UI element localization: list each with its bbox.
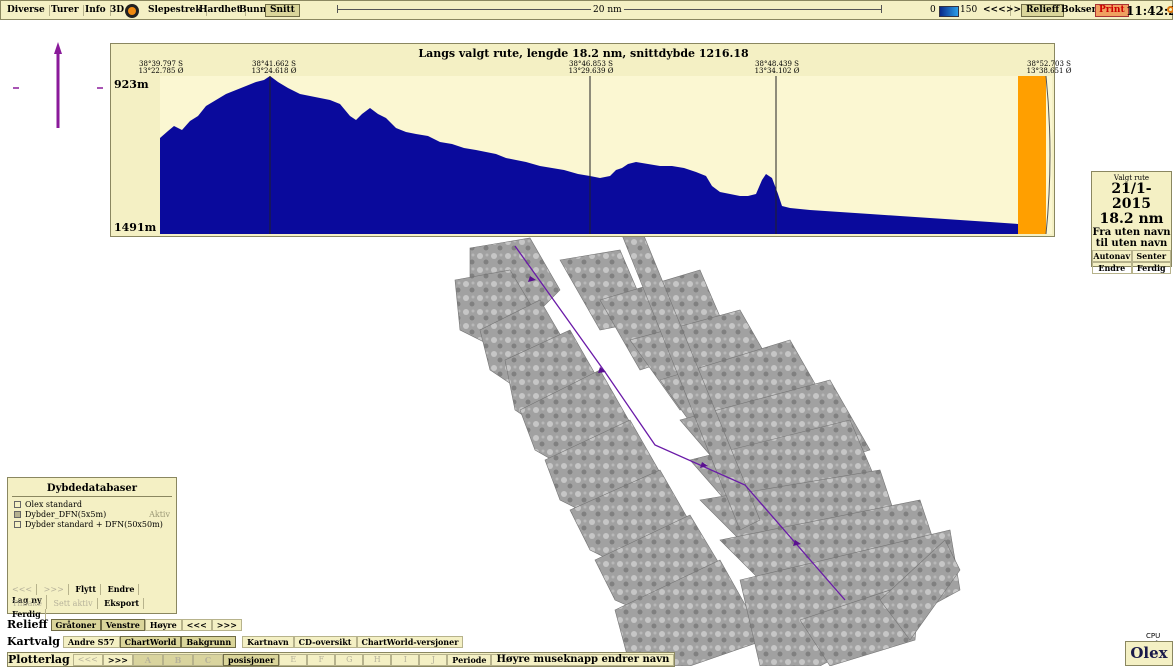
plotterlag-label: Plotterlag — [8, 653, 70, 666]
color-scale-min: 0 — [930, 5, 936, 15]
database-item[interactable]: Dybder_DFN(5x5m) Aktiv — [12, 510, 176, 520]
top-toolbar: Diverse Turer Info 3D Slepestrek Hardhet… — [0, 0, 1173, 20]
plotterlag-prev-button[interactable]: <<< — [72, 653, 103, 666]
hardhet-button[interactable]: Hardhet — [195, 5, 246, 16]
route-caption: Valgt rute — [1113, 174, 1150, 182]
layer-c-button[interactable]: C — [192, 653, 223, 666]
andre-s57-button[interactable]: Andre S57 — [62, 635, 120, 648]
north-arrow-icon — [13, 42, 103, 128]
clock: 11:42:21 — [1126, 4, 1173, 18]
sun-icon — [1167, 6, 1173, 13]
layer-f-button[interactable]: F — [307, 653, 336, 666]
snitt-button[interactable]: Snitt — [265, 4, 300, 17]
seabed-profile — [160, 76, 1018, 234]
relieff-next-button[interactable]: >>> — [211, 618, 242, 631]
flytt-button[interactable]: Flytt — [71, 584, 102, 595]
coord-label-1: 38°39.797 S 13°22.785 Ø — [138, 60, 184, 75]
kartnavn-button[interactable]: Kartnavn — [242, 635, 294, 648]
diverse-button[interactable]: Diverse — [3, 5, 50, 16]
hoyre-button[interactable]: Høyre — [144, 618, 182, 631]
route-info-panel: Valgt rute 21/1-2015 18.2 nm Fra uten na… — [1091, 171, 1172, 274]
sett-aktiv-button[interactable]: Sett aktiv — [49, 598, 98, 609]
olex-logo[interactable]: Olex — [1125, 641, 1173, 666]
plotterlag-next-button[interactable]: >>> — [102, 653, 133, 666]
periode-button[interactable]: Periode — [447, 653, 492, 666]
layer-i-button[interactable]: I — [391, 653, 420, 666]
database-panel-title: Dybdedatabaser — [12, 483, 172, 497]
plotterlag-bar: Plotterlag <<< >>> A B C posisjoner E F … — [7, 652, 676, 667]
database-item[interactable]: Dybder standard + DFN(50x50m) — [12, 520, 176, 530]
route-ferdig-button[interactable]: Ferdig — [1131, 262, 1171, 274]
profile-end-marker — [1018, 76, 1046, 234]
relieff-button[interactable]: Relieff — [1021, 4, 1065, 17]
coord-label-4: 38°48.439 S 13°34.102 Ø — [754, 60, 800, 75]
relieff-prev-button[interactable]: <<< — [181, 618, 212, 631]
bakgrunn-button[interactable]: Bakgrunn — [181, 635, 237, 648]
tilbake-button[interactable]: Tilbake — [8, 598, 47, 609]
scale-label: 20 nm — [591, 5, 624, 15]
print-button[interactable]: Print — [1095, 4, 1129, 17]
slepestrek-button[interactable]: Slepestrek — [144, 5, 207, 16]
relief-tracks — [454, 225, 961, 666]
layer-e-button[interactable]: E — [279, 653, 308, 666]
chartworld-versjoner-button[interactable]: ChartWorld-versjoner — [356, 635, 464, 648]
scale-tick-left — [337, 5, 338, 13]
database-checkbox[interactable] — [14, 511, 21, 518]
prev-button[interactable]: <<< — [979, 5, 1011, 16]
plotterlag-hint: Høyre museknapp endrer navn — [491, 653, 675, 666]
db-ferdig-button[interactable]: Ferdig — [8, 609, 46, 620]
profile-chart — [160, 76, 1052, 234]
scale-tick-right — [881, 5, 882, 13]
coord-label-3: 38°46.853 S 13°29.639 Ø — [568, 60, 614, 75]
posisjoner-button[interactable]: posisjoner — [222, 653, 280, 666]
relieff-bar: Relieff Gråtoner Venstre Høyre <<< >>> — [7, 618, 242, 631]
depth-profile-panel[interactable]: Langs valgt rute, lengde 18.2 nm, snittd… — [110, 43, 1071, 237]
kartvalg-bar: Kartvalg Andre S57 ChartWorld Bakgrunn K… — [7, 635, 464, 648]
route-to: til uten navn — [1095, 238, 1168, 249]
database-checkbox[interactable] — [14, 501, 21, 508]
relieff-label: Relieff — [7, 618, 48, 631]
layer-j-button[interactable]: J — [419, 653, 448, 666]
eksport-button[interactable]: Eksport — [100, 598, 145, 609]
coord-label-2: 38°41.662 S 13°24.618 Ø — [251, 60, 297, 75]
db-next-button[interactable]: >>> — [40, 584, 69, 595]
route-arrows — [528, 276, 801, 546]
db-endre-button[interactable]: Endre — [104, 584, 140, 595]
depth-bottom-label: 1491m — [114, 221, 157, 234]
database-active-badge: Aktiv — [149, 510, 170, 519]
cd-oversikt-button[interactable]: CD-oversikt — [293, 635, 357, 648]
db-prev-button[interactable]: <<< — [8, 584, 38, 595]
layer-b-button[interactable]: B — [162, 653, 193, 666]
autonav-button[interactable]: Autonav — [1092, 250, 1132, 262]
layer-a-button[interactable]: A — [132, 653, 163, 666]
color-scale-max: 150 — [960, 5, 978, 15]
database-checkbox[interactable] — [14, 521, 21, 528]
color-scale-gradient[interactable] — [939, 6, 959, 17]
info-button[interactable]: Info — [81, 5, 111, 16]
profile-title: Langs valgt rute, lengde 18.2 nm, snittd… — [418, 47, 749, 60]
route-from: Fra uten navn — [1092, 227, 1171, 238]
venstre-button[interactable]: Venstre — [100, 618, 145, 631]
target-icon[interactable] — [125, 4, 139, 18]
depth-top-label: 923m — [114, 78, 149, 91]
depth-database-panel: Dybdedatabaser Olex standard Dybder_DFN(… — [7, 477, 177, 620]
senter-button[interactable]: Senter — [1131, 250, 1171, 262]
route-line[interactable] — [514, 245, 846, 601]
gratoner-button[interactable]: Gråtoner — [50, 618, 101, 631]
coord-label-5: 38°52.703 S 13°38.651 Ø — [1026, 60, 1072, 75]
layer-h-button[interactable]: H — [363, 653, 392, 666]
route-length: 18.2 nm — [1099, 211, 1164, 227]
database-item[interactable]: Olex standard — [12, 500, 176, 510]
kartvalg-label: Kartvalg — [7, 635, 60, 648]
route-endre-button[interactable]: Endre — [1092, 262, 1132, 274]
route-date: 21/1-2015 — [1111, 181, 1152, 212]
turer-button[interactable]: Turer — [47, 5, 84, 16]
chartworld-button[interactable]: ChartWorld — [119, 635, 182, 648]
layer-g-button[interactable]: G — [335, 653, 364, 666]
